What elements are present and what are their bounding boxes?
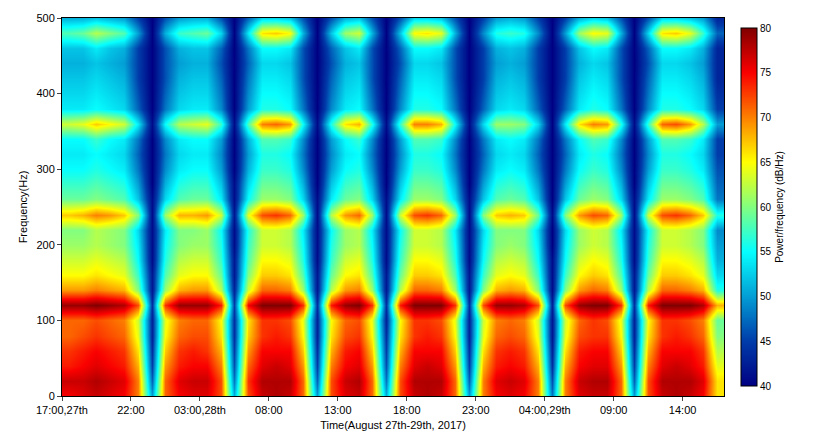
- svg-text:0: 0: [49, 390, 55, 402]
- svg-text:08:00: 08:00: [255, 404, 283, 416]
- svg-text:80: 80: [760, 23, 772, 34]
- svg-text:04:00,29th: 04:00,29th: [519, 404, 571, 416]
- svg-text:40: 40: [760, 381, 772, 392]
- svg-text:500: 500: [36, 12, 54, 24]
- svg-text:09:00: 09:00: [600, 404, 628, 416]
- svg-text:14:00: 14:00: [669, 404, 697, 416]
- svg-text:70: 70: [760, 112, 772, 123]
- svg-text:45: 45: [760, 336, 772, 347]
- svg-text:22:00: 22:00: [117, 404, 145, 416]
- svg-text:03:00,28th: 03:00,28th: [174, 404, 226, 416]
- svg-text:Frequency(Hz): Frequency(Hz): [17, 171, 29, 244]
- svg-text:13:00: 13:00: [324, 404, 352, 416]
- svg-text:60: 60: [760, 202, 772, 213]
- svg-text:65: 65: [760, 157, 772, 168]
- svg-text:Time(August 27th-29th, 2017): Time(August 27th-29th, 2017): [320, 419, 466, 431]
- svg-text:55: 55: [760, 246, 772, 257]
- svg-text:23:00: 23:00: [462, 404, 490, 416]
- svg-text:100: 100: [36, 314, 54, 326]
- svg-text:75: 75: [760, 67, 772, 78]
- svg-text:200: 200: [36, 239, 54, 251]
- svg-text:17:00,27th: 17:00,27th: [36, 404, 88, 416]
- svg-text:300: 300: [36, 163, 54, 175]
- svg-text:400: 400: [36, 87, 54, 99]
- svg-text:50: 50: [760, 291, 772, 302]
- svg-text:18:00: 18:00: [393, 404, 421, 416]
- svg-text:Power/frequency (dB/Hz): Power/frequency (dB/Hz): [774, 151, 785, 263]
